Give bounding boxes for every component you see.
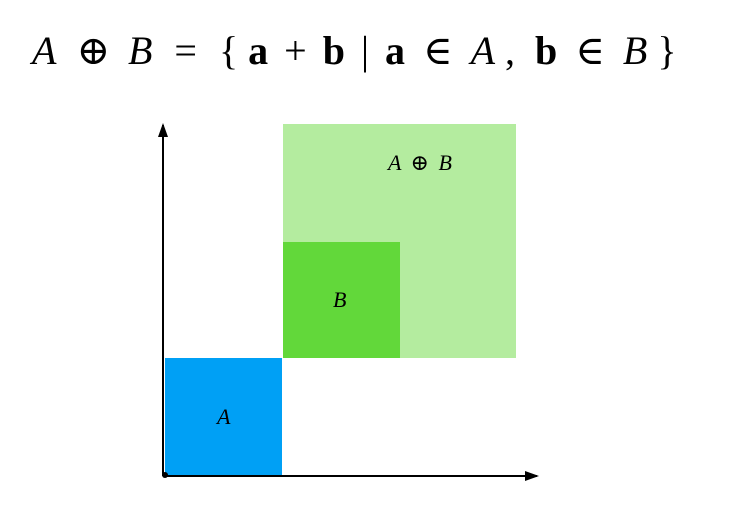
formula-left-brace: { (219, 28, 238, 73)
sum-label-oplus-operator: ⊕ (411, 150, 429, 175)
minkowski-sum-formula: A ⊕ B = { a + b | a ∈ A , b ∈ B } (29, 28, 677, 73)
formula-set-b: B (128, 28, 152, 73)
formula-equals: = (174, 28, 197, 73)
region-a-label: A (215, 404, 231, 429)
formula-vector-a-2: a (385, 28, 405, 73)
formula-comma: , (505, 28, 515, 73)
formula-element-of-1: ∈ (423, 28, 453, 73)
formula-vector-b-2: b (535, 28, 557, 73)
formula-set-a-2: A (468, 28, 496, 73)
formula-set-b-2: B (623, 28, 647, 73)
region-a (165, 358, 282, 475)
origin-dot (162, 472, 168, 478)
formula-vector-b: b (323, 28, 345, 73)
formula-oplus-operator: ⊕ (76, 28, 110, 73)
formula-vector-a: a (248, 28, 268, 73)
formula-plus: + (284, 28, 307, 73)
region-b (283, 242, 400, 358)
formula-set-a: A (29, 28, 57, 73)
region-sum-label: A ⊕ B (386, 150, 452, 175)
sum-label-set-b: B (438, 150, 451, 175)
formula-element-of-2: ∈ (575, 28, 605, 73)
formula-such-that-bar: | (361, 28, 369, 73)
formula-right-brace: } (657, 28, 676, 73)
region-b-label: B (333, 287, 346, 312)
sum-label-set-a: A (386, 150, 402, 175)
